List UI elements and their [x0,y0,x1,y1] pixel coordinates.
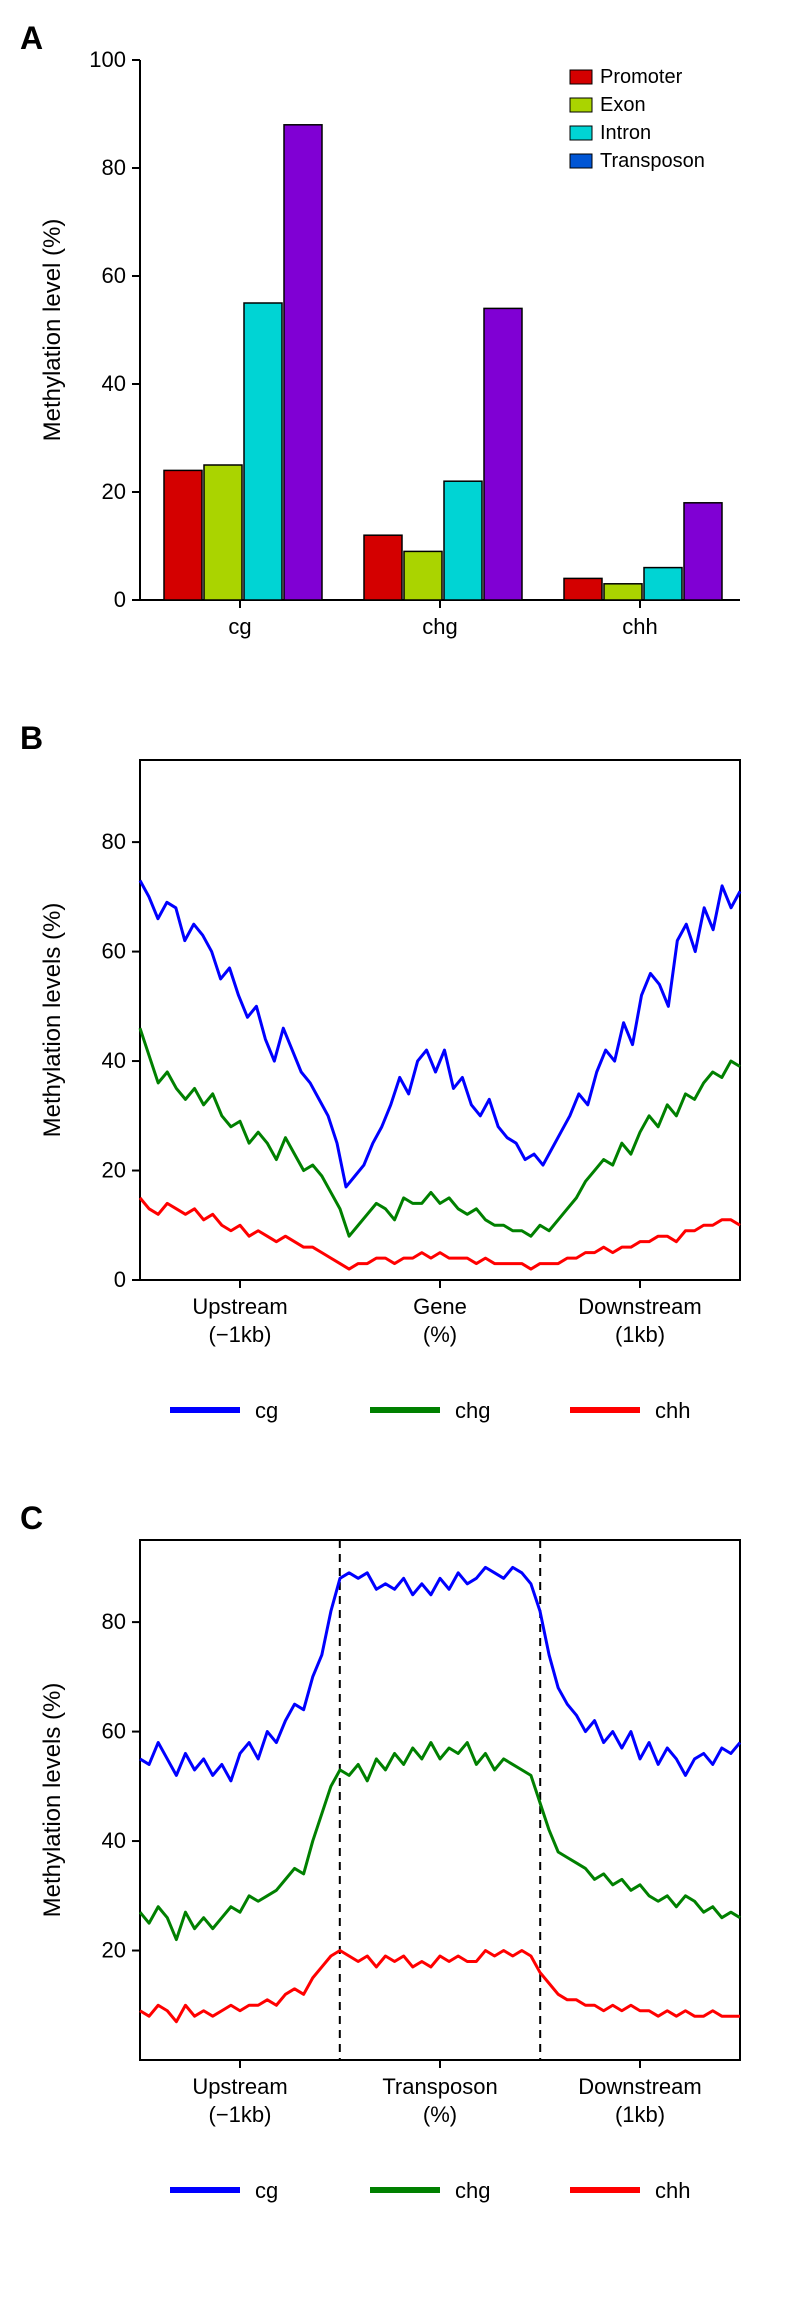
svg-text:20: 20 [102,1938,126,1963]
svg-text:chh: chh [655,2178,690,2203]
svg-text:20: 20 [102,1158,126,1183]
svg-text:0: 0 [114,587,126,612]
svg-text:cg: cg [228,614,251,639]
svg-text:cg: cg [255,2178,278,2203]
svg-text:Exon: Exon [600,94,646,116]
svg-text:Transposon: Transposon [382,2074,497,2099]
svg-text:Downstream: Downstream [578,1294,701,1319]
panel-b: B 0 20 40 60 80 Methylation levels (%) Upstrea… [20,720,770,1460]
svg-text:80: 80 [102,1609,126,1634]
svg-text:100: 100 [89,47,126,72]
svg-text:chg: chg [422,614,457,639]
svg-text:80: 80 [102,155,126,180]
svg-text:(−1kb): (−1kb) [209,2102,272,2127]
svg-text:Promoter: Promoter [600,66,683,88]
svg-text:40: 40 [102,371,126,396]
panel-a-label: A [20,20,43,57]
svg-text:60: 60 [102,263,126,288]
svg-text:Upstream: Upstream [192,2074,287,2099]
svg-text:(%): (%) [423,1322,457,1347]
svg-text:Methylation level (%): Methylation level (%) [39,219,66,442]
panel-c: C 20 40 60 80 Methylation levels (%) Upstream… [20,1500,770,2240]
figure-container: A 0 20 40 60 80 100 Methylation level (%) cg chg… [20,20,770,2240]
svg-text:chh: chh [655,1398,690,1423]
svg-text:40: 40 [102,1828,126,1853]
svg-text:40: 40 [102,1048,126,1073]
svg-text:Upstream: Upstream [192,1294,287,1319]
svg-text:chg: chg [455,1398,490,1423]
panel-b-chart: 0 20 40 60 80 Methylation levels (%) Upstream (… [20,720,770,1460]
panel-a: A 0 20 40 60 80 100 Methylation level (%) cg chg… [20,20,770,680]
svg-text:(−1kb): (−1kb) [209,1322,272,1347]
svg-text:80: 80 [102,829,126,854]
panel-b-label: B [20,720,43,757]
svg-text:chh: chh [622,614,657,639]
svg-text:Methylation levels (%): Methylation levels (%) [39,903,66,1138]
svg-text:20: 20 [102,479,126,504]
svg-text:60: 60 [102,939,126,964]
svg-text:(1kb): (1kb) [615,1322,665,1347]
svg-text:Transposon: Transposon [600,150,705,172]
panel-a-chart: 0 20 40 60 80 100 Methylation level (%) cg chg ch… [20,20,770,680]
svg-text:chg: chg [455,2178,490,2203]
svg-text:(%): (%) [423,2102,457,2127]
svg-text:Gene: Gene [413,1294,467,1319]
svg-text:0: 0 [114,1267,126,1292]
svg-text:cg: cg [255,1398,278,1423]
svg-text:(1kb): (1kb) [615,2102,665,2127]
svg-text:60: 60 [102,1719,126,1744]
svg-text:Methylation levels (%): Methylation levels (%) [39,1683,66,1918]
svg-text:Downstream: Downstream [578,2074,701,2099]
svg-text:Intron: Intron [600,122,651,144]
panel-c-chart: 20 40 60 80 Methylation levels (%) Upstream (−… [20,1500,770,2240]
panel-c-label: C [20,1500,43,1537]
